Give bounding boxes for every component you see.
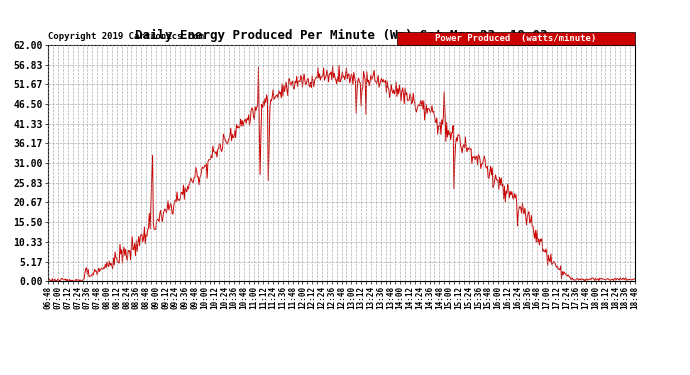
Text: Power Produced  (watts/minute): Power Produced (watts/minute) — [435, 34, 597, 43]
Title: Daily Energy Produced Per Minute (Wm) Sat Mar 23  19:03: Daily Energy Produced Per Minute (Wm) Sa… — [135, 29, 548, 42]
FancyBboxPatch shape — [397, 32, 635, 45]
Text: Copyright 2019 Cartronics.com: Copyright 2019 Cartronics.com — [48, 33, 204, 42]
